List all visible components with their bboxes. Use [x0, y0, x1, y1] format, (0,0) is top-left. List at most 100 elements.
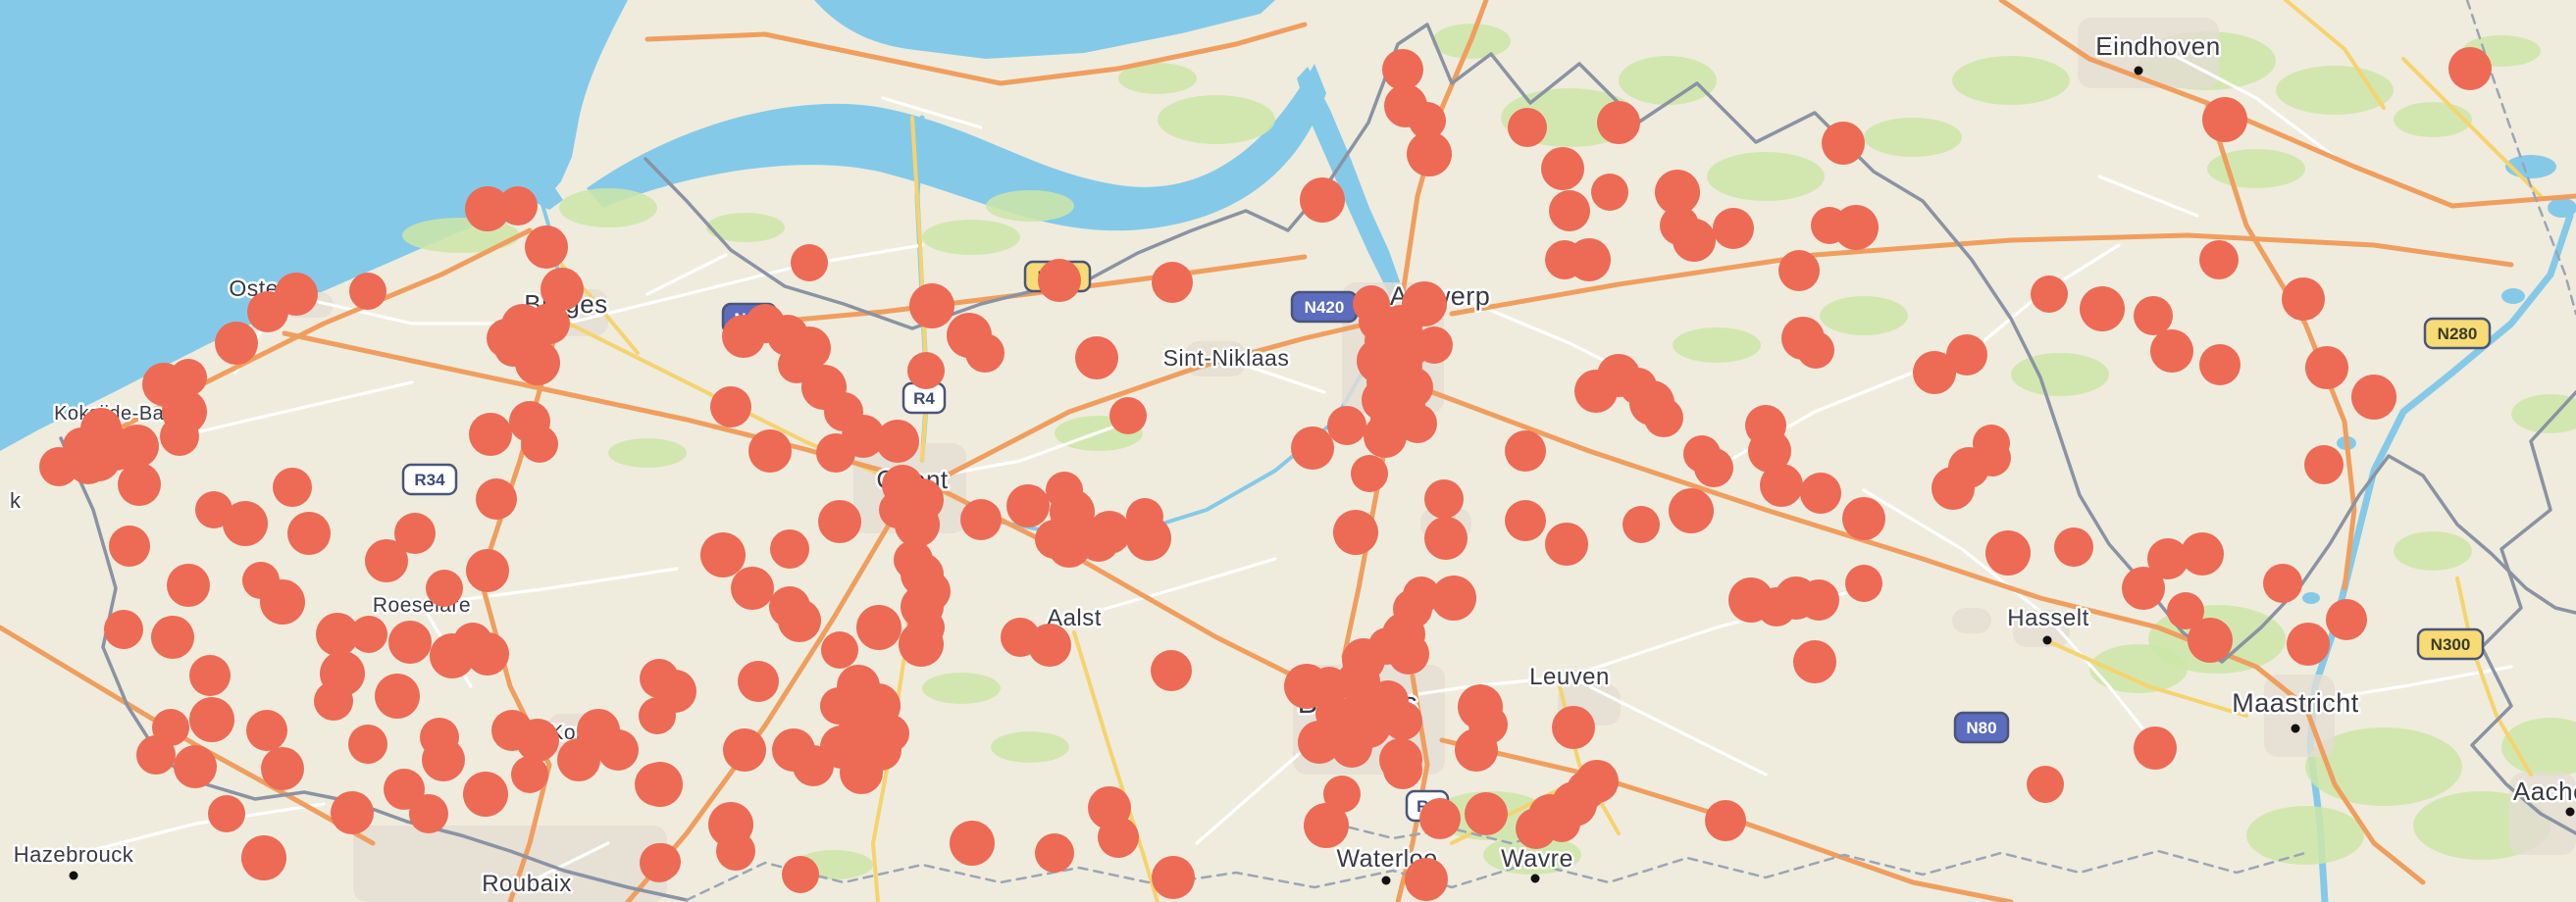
- map-marker[interactable]: [261, 747, 304, 790]
- map-marker[interactable]: [1038, 259, 1081, 302]
- map-marker[interactable]: [516, 719, 559, 762]
- map-marker[interactable]: [2147, 538, 2189, 579]
- map-marker[interactable]: [1644, 398, 1683, 437]
- map-marker[interactable]: [260, 579, 305, 625]
- map-marker[interactable]: [1913, 351, 1956, 394]
- map-marker[interactable]: [1683, 435, 1721, 473]
- map-marker[interactable]: [1028, 624, 1071, 667]
- map-marker[interactable]: [1331, 727, 1372, 768]
- map-marker[interactable]: [700, 532, 746, 577]
- map-marker[interactable]: [409, 794, 448, 833]
- map-marker[interactable]: [2448, 47, 2492, 90]
- map-marker[interactable]: [1088, 511, 1131, 554]
- map-marker[interactable]: [716, 831, 755, 871]
- map-marker[interactable]: [2167, 592, 2204, 629]
- marker-layer[interactable]: [39, 47, 2492, 901]
- map-marker[interactable]: [1974, 439, 2011, 476]
- map-marker[interactable]: [872, 715, 909, 752]
- map-marker[interactable]: [2351, 375, 2396, 420]
- map-marker[interactable]: [1424, 517, 1468, 560]
- map-marker[interactable]: [1327, 406, 1366, 445]
- map-marker[interactable]: [350, 616, 387, 653]
- map-marker[interactable]: [1398, 404, 1437, 443]
- map-marker[interactable]: [1109, 397, 1147, 434]
- map-marker[interactable]: [273, 468, 312, 507]
- map-marker[interactable]: [748, 429, 792, 473]
- map-marker[interactable]: [895, 502, 940, 547]
- map-marker[interactable]: [965, 333, 1005, 373]
- map-marker[interactable]: [1416, 326, 1453, 364]
- map-marker[interactable]: [2031, 276, 2068, 313]
- map-marker[interactable]: [2199, 240, 2239, 279]
- map-marker[interactable]: [466, 549, 509, 592]
- map-marker[interactable]: [653, 670, 696, 713]
- map-marker[interactable]: [2080, 286, 2125, 331]
- map-marker[interactable]: [189, 655, 231, 696]
- map-marker[interactable]: [388, 621, 432, 664]
- map-marker[interactable]: [76, 436, 121, 481]
- map-marker[interactable]: [189, 697, 234, 742]
- map-marker[interactable]: [778, 599, 821, 642]
- map-marker[interactable]: [1383, 750, 1422, 789]
- map-marker[interactable]: [466, 632, 509, 676]
- map-marker[interactable]: [1126, 516, 1171, 561]
- map-marker[interactable]: [1505, 500, 1546, 541]
- map-marker[interactable]: [1552, 706, 1595, 749]
- map-marker[interactable]: [2304, 445, 2344, 484]
- map-marker[interactable]: [1597, 101, 1640, 144]
- map-marker[interactable]: [2282, 277, 2325, 321]
- map-marker[interactable]: [287, 512, 331, 555]
- map-marker[interactable]: [160, 417, 199, 456]
- map-marker[interactable]: [1075, 336, 1118, 379]
- map-marker[interactable]: [1407, 131, 1452, 176]
- map-marker[interactable]: [498, 186, 538, 226]
- map-marker[interactable]: [1673, 219, 1716, 262]
- map-marker[interactable]: [174, 745, 217, 788]
- map-marker[interactable]: [1465, 792, 1508, 835]
- map-marker[interactable]: [770, 529, 809, 569]
- map-marker[interactable]: [1333, 510, 1378, 555]
- map-marker[interactable]: [2122, 567, 2165, 610]
- map-marker[interactable]: [1713, 208, 1754, 249]
- map-marker[interactable]: [731, 567, 774, 610]
- map-marker[interactable]: [223, 501, 268, 546]
- map-marker[interactable]: [426, 570, 463, 607]
- map-marker[interactable]: [1098, 817, 1139, 858]
- map-marker[interactable]: [1382, 49, 1423, 90]
- map-marker[interactable]: [463, 772, 508, 817]
- map-marker[interactable]: [515, 340, 560, 385]
- map-marker[interactable]: [876, 420, 919, 463]
- map-marker[interactable]: [791, 244, 828, 281]
- map-marker[interactable]: [1545, 523, 1588, 566]
- map-marker[interactable]: [1364, 415, 1407, 458]
- map-marker[interactable]: [349, 273, 386, 310]
- map-marker[interactable]: [487, 319, 526, 358]
- map-marker[interactable]: [1035, 833, 1074, 873]
- map-marker[interactable]: [1748, 429, 1791, 473]
- map-marker[interactable]: [1424, 479, 1464, 519]
- map-marker[interactable]: [722, 315, 765, 358]
- map-marker[interactable]: [2054, 527, 2093, 567]
- map-marker[interactable]: [247, 291, 288, 332]
- map-marker[interactable]: [215, 322, 258, 365]
- map-marker[interactable]: [2134, 296, 2173, 335]
- map-marker[interactable]: [909, 283, 954, 328]
- map-marker[interactable]: [2199, 344, 2241, 385]
- map-marker[interactable]: [1575, 760, 1619, 803]
- map-marker[interactable]: [1842, 497, 1885, 540]
- map-marker[interactable]: [1431, 576, 1476, 621]
- map-marker[interactable]: [1508, 108, 1547, 147]
- map-marker[interactable]: [422, 738, 465, 781]
- map-marker[interactable]: [1151, 650, 1192, 691]
- map-marker[interactable]: [907, 352, 945, 389]
- map-marker[interactable]: [1468, 705, 1508, 744]
- map-marker[interactable]: [960, 499, 1002, 540]
- map-marker[interactable]: [511, 756, 548, 793]
- map-marker[interactable]: [348, 725, 387, 764]
- map-marker[interactable]: [899, 622, 944, 667]
- map-marker[interactable]: [208, 795, 245, 832]
- map-marker[interactable]: [331, 791, 374, 834]
- map-marker[interactable]: [1405, 858, 1448, 901]
- map-marker[interactable]: [1006, 484, 1050, 527]
